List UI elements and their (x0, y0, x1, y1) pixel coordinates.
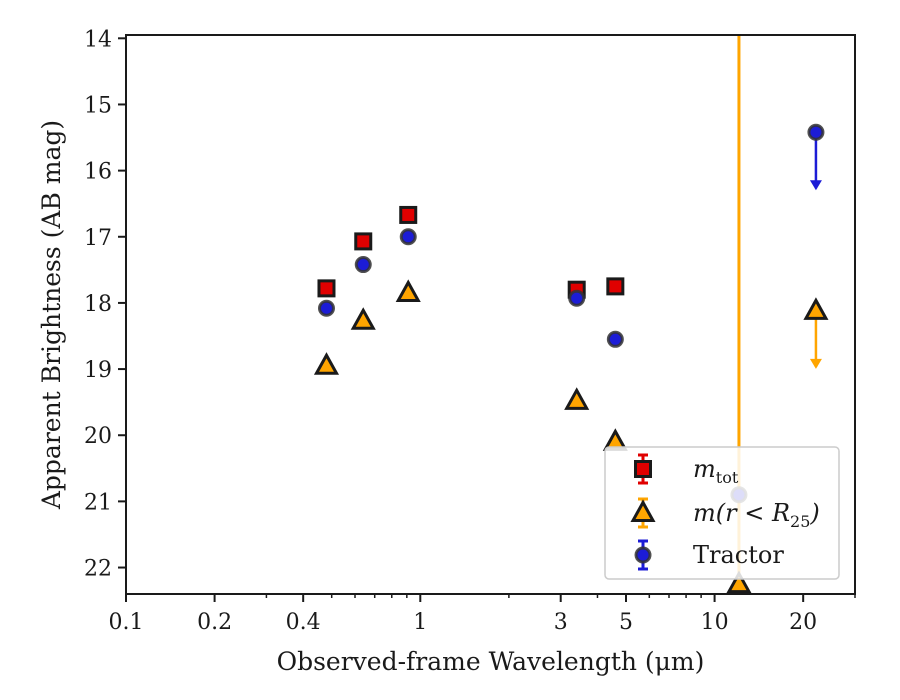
y-tick-label: 20 (84, 424, 112, 449)
legend: mtot m(r < R25) Tractor (604, 446, 840, 580)
circle-marker (606, 330, 624, 348)
legend-label: Tractor (693, 541, 784, 569)
triangle-marker (726, 570, 752, 594)
y-tick-label: 14 (84, 27, 112, 52)
x-tick-label: 0.4 (286, 610, 321, 635)
legend-marker (630, 499, 656, 522)
x-tick-label: 10 (701, 610, 729, 635)
x-tick-label: 5 (619, 610, 633, 635)
legend-label-sub: tot (716, 468, 739, 487)
circle-marker (568, 289, 586, 307)
square-marker (317, 279, 336, 298)
legend-label-sub: 25 (790, 512, 810, 531)
y-axis-label: Apparent Brightness (AB mag) (37, 120, 66, 510)
square-marker (354, 232, 373, 251)
legend-label: mtot (693, 455, 739, 487)
x-tick-label: 20 (789, 610, 817, 635)
square-marker (399, 205, 418, 224)
y-tick-label: 17 (84, 226, 112, 251)
x-axis-label: Observed-frame Wavelength (μm) (277, 647, 705, 676)
y-tick-label: 16 (84, 160, 112, 185)
legend-marker (634, 546, 652, 564)
legend-label-main: m(r < R (693, 499, 790, 527)
x-tick-label: 1 (413, 610, 427, 635)
y-tick-label: 18 (84, 292, 112, 317)
upper-limit-arrow (809, 310, 822, 369)
y-tick-label: 19 (84, 358, 112, 383)
plot-frame (125, 34, 856, 595)
legend-marker (634, 460, 652, 478)
triangle-marker (313, 352, 340, 375)
y-tick-label: 21 (84, 490, 112, 515)
circle-marker (399, 228, 417, 246)
square-marker (606, 277, 625, 296)
triangle-marker (803, 297, 829, 320)
axis-ticks: 0.1 0.2 0.4 1 3 5 10 20 14 15 16 17 18 19 20 21 22 (84, 27, 856, 635)
triangle-marker (564, 387, 590, 410)
x-tick-label: 0.1 (109, 610, 144, 635)
triangle-marker (350, 307, 376, 330)
triangle-marker (395, 279, 421, 302)
circle-marker (317, 299, 335, 317)
legend-label-main: m (693, 455, 716, 483)
circle-marker (807, 123, 825, 141)
y-tick-label: 22 (84, 557, 112, 582)
x-tick-label: 3 (554, 610, 568, 635)
upper-limit-arrow-head (809, 180, 822, 191)
circle-marker (354, 256, 372, 274)
y-tick-label: 15 (84, 93, 112, 118)
legend-box (604, 446, 840, 580)
x-tick-label: 0.2 (197, 610, 232, 635)
upper-limit-arrow-head (809, 358, 822, 369)
legend-label-end: ) (809, 499, 819, 527)
legend-label: m(r < R25) (693, 499, 820, 531)
upper-limit-arrow (809, 132, 822, 191)
